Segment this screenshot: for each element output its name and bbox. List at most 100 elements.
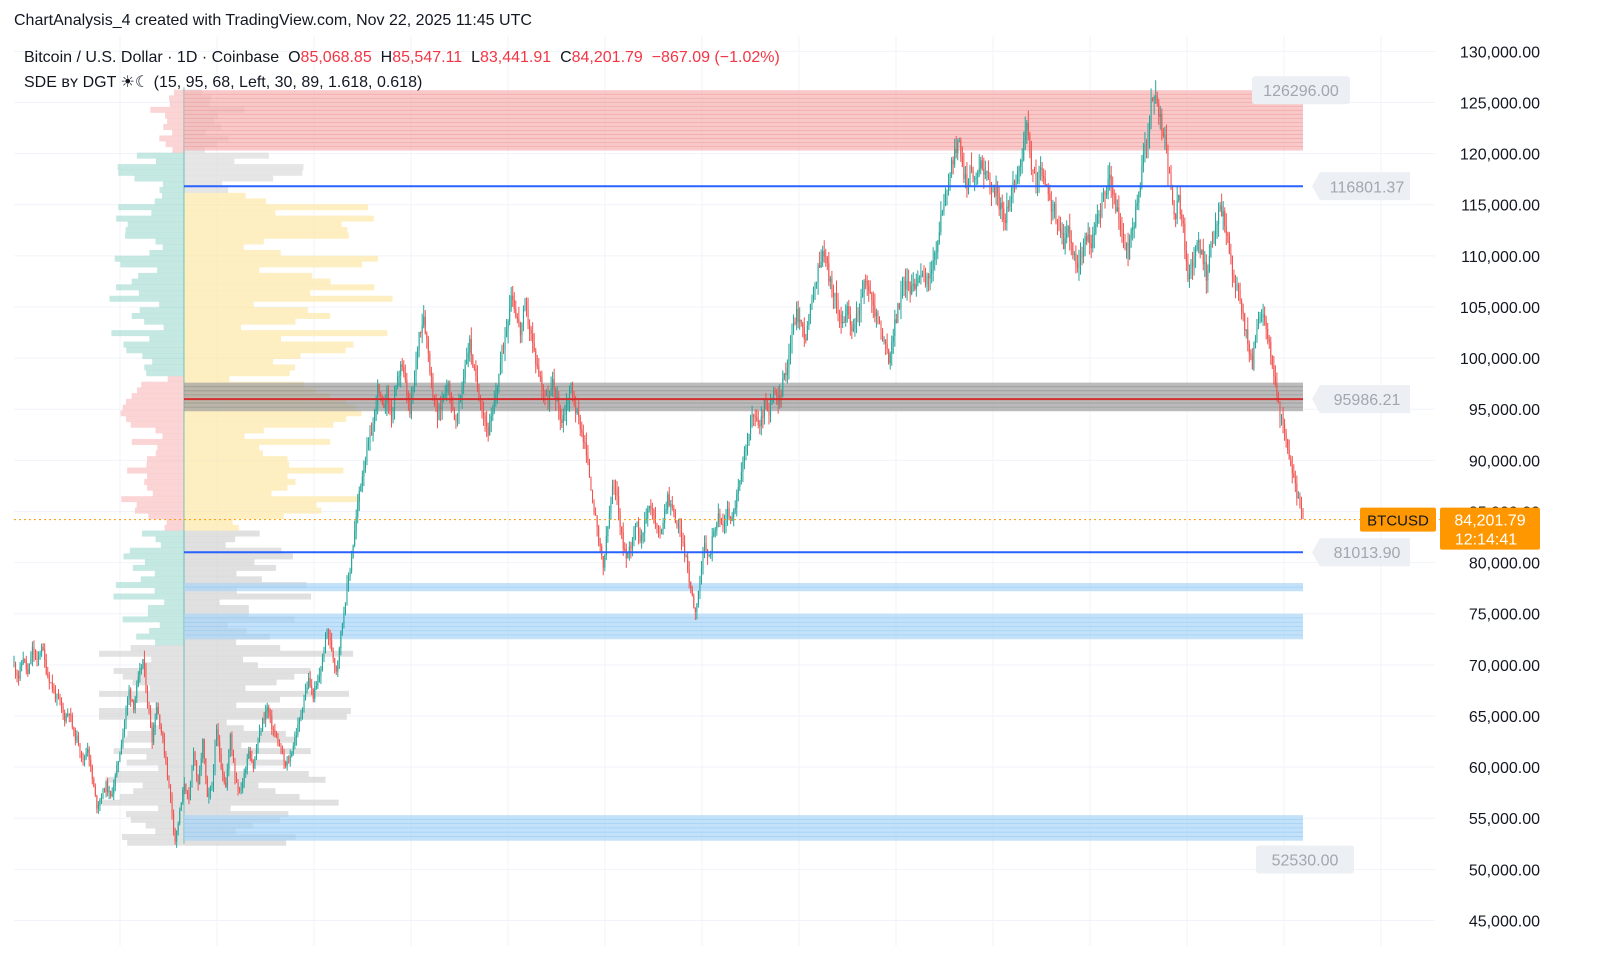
profile-bar-left [152, 742, 184, 749]
candle-body [653, 509, 655, 516]
candle-body [757, 420, 759, 426]
profile-bar-left [136, 501, 184, 508]
candle-body [337, 660, 339, 672]
candle-body [27, 669, 29, 674]
candle-body [711, 536, 713, 553]
candle-body [568, 393, 571, 402]
candle-body [1218, 209, 1220, 225]
profile-bar-right [184, 169, 303, 176]
legend-symbol: Bitcoin / U.S. Dollar · 1D · Coinbase [24, 49, 280, 66]
profile-bar-right [184, 564, 277, 571]
profile-bar-left [157, 444, 184, 451]
candle-body [249, 750, 251, 759]
candle-body [714, 530, 716, 533]
candle-body [802, 323, 804, 328]
candle-body [223, 774, 225, 783]
profile-bar-right [184, 484, 288, 491]
profile-bar-right [184, 702, 237, 709]
candle-body [671, 504, 673, 508]
candle-body [990, 187, 993, 193]
candle-body [582, 432, 584, 442]
candle-body [50, 682, 52, 684]
profile-bar-left [113, 593, 184, 600]
profile-bar-left [116, 284, 184, 291]
profile-bar-left [125, 232, 184, 239]
candle-body [638, 521, 640, 536]
candle-body [894, 319, 896, 337]
candle-body [647, 508, 649, 519]
candle-body [882, 329, 884, 342]
y-tick-label: 55,000.00 [1469, 811, 1540, 828]
candle-body [234, 762, 236, 778]
profile-bar-left [99, 690, 184, 697]
candle-body [209, 787, 211, 793]
candle-body [463, 377, 465, 387]
candle-body [998, 193, 1000, 210]
candle-body [502, 346, 505, 350]
candle-body [298, 719, 300, 725]
profile-bar-right [184, 771, 309, 778]
candle-body [506, 330, 508, 338]
candle-body [1164, 135, 1166, 137]
candle-body [901, 287, 904, 292]
candle-body [898, 303, 900, 309]
candle-body [851, 324, 853, 331]
candle-body [843, 321, 845, 323]
candle-body [329, 637, 331, 640]
candle-body [1101, 201, 1103, 217]
level-label-text: 52530.00 [1272, 852, 1339, 869]
candle-body [591, 489, 594, 504]
profile-bar-left [150, 106, 184, 113]
candle-body [613, 486, 615, 489]
profile-bar-right [184, 370, 290, 377]
profile-bar-left [132, 564, 184, 571]
candle-body [1274, 376, 1276, 384]
candle-body [123, 721, 126, 733]
profile-bar-left [119, 793, 184, 800]
candle-body [1191, 262, 1194, 268]
candle-body [892, 336, 894, 343]
candle-body [527, 309, 529, 325]
candle-body [578, 410, 580, 418]
candle-body [951, 160, 953, 174]
candle-body [1036, 178, 1039, 186]
candle-body [1261, 316, 1263, 318]
candle-body [532, 334, 534, 343]
profile-bar-right [184, 318, 296, 325]
profile-bar-right [184, 347, 346, 354]
candle-body [547, 394, 549, 409]
y-tick-label: 125,000.00 [1460, 95, 1540, 112]
candle-body [1221, 205, 1223, 217]
candle-body [217, 729, 219, 741]
candle-body [624, 548, 626, 550]
profile-bar-right [184, 438, 331, 445]
candle-body [136, 685, 138, 699]
candle-body [1104, 191, 1106, 196]
candle-body [786, 367, 788, 376]
profile-bar-left [163, 124, 184, 130]
profile-bar-right [184, 312, 331, 319]
level-label: 95986.21 [1312, 385, 1410, 414]
candle-body [607, 526, 609, 537]
profile-bar-left [147, 610, 184, 617]
candle-body [394, 394, 396, 409]
candle-body [225, 782, 227, 788]
candle-body [458, 400, 460, 415]
candle-body [909, 281, 911, 295]
candle-body [634, 524, 637, 530]
candle-body [242, 782, 244, 790]
profile-bar-right [184, 805, 231, 812]
candle-body [696, 604, 698, 612]
candle-body [860, 296, 862, 311]
profile-bar-right [184, 541, 226, 548]
profile-bar-left [147, 604, 184, 611]
candle-body [1007, 206, 1009, 208]
level-label-bg [1312, 538, 1410, 567]
profile-bar-right [184, 461, 290, 468]
profile-bar-left [113, 667, 184, 674]
candle-body [975, 177, 977, 179]
level-label-bg [1312, 172, 1410, 201]
candle-body [421, 324, 423, 333]
candle-body [773, 391, 775, 399]
